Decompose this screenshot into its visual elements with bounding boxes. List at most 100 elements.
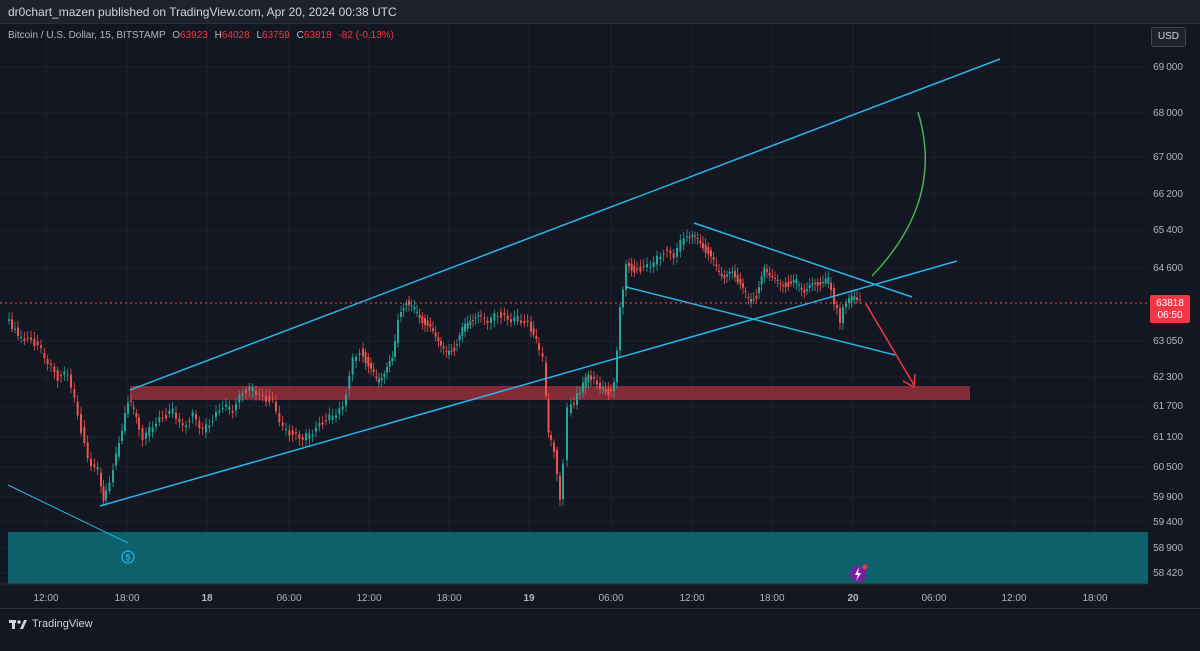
candle-body — [225, 404, 227, 407]
candle-body — [228, 406, 231, 410]
candle-body — [367, 357, 370, 367]
candle-body — [806, 289, 808, 292]
candle-body — [604, 388, 607, 392]
candle-body — [649, 266, 652, 268]
grid-lines — [0, 24, 1148, 584]
candle-body — [610, 389, 612, 391]
price-tick-label: 68 000 — [1153, 108, 1183, 119]
candle-body — [378, 378, 380, 383]
candle-body — [779, 283, 782, 285]
time-tick-label: 20 — [847, 593, 859, 604]
candle-body — [493, 313, 496, 321]
lightning-icon[interactable] — [850, 564, 868, 583]
candle-body — [231, 410, 234, 413]
candle-body — [351, 357, 354, 375]
candle-body — [800, 287, 803, 290]
prior-trend-line[interactable] — [7, 484, 129, 544]
candle-body — [547, 399, 550, 433]
dollar-circle-icon[interactable]: $ — [121, 550, 135, 564]
candle-body — [450, 350, 453, 352]
candle-body — [576, 393, 578, 405]
time-tick-label: 12:00 — [1001, 593, 1026, 604]
candle-body — [798, 284, 800, 286]
candle-body — [138, 417, 140, 430]
current-price-tag — [1150, 295, 1190, 323]
projection-arrow-line[interactable] — [865, 303, 915, 386]
candle-body — [582, 382, 584, 393]
candle-body — [633, 265, 636, 273]
candle-body — [747, 296, 750, 298]
publisher-header: dr0chart_mazen published on TradingView.… — [0, 0, 1200, 24]
candle-body — [218, 410, 221, 413]
candle-body — [70, 374, 72, 388]
footer-brand: TradingView — [32, 618, 93, 630]
time-axis[interactable]: 12:00 18:00 18 06:00 12:00 18:00 19 06:00 12:00 1… — [33, 593, 1107, 604]
candle-body — [185, 425, 187, 427]
candle-body — [63, 371, 66, 375]
candle-body — [760, 275, 763, 285]
candle-body — [355, 356, 357, 361]
price-axis[interactable]: 69 000 68 000 67 000 66 200 65 400 64 600 63 0… — [1153, 62, 1183, 579]
price-tick-label: 67 000 — [1153, 152, 1183, 163]
wedge-lower-line[interactable] — [625, 286, 896, 356]
candle-body — [816, 282, 819, 286]
candle-body — [535, 335, 538, 340]
candle-body — [696, 238, 699, 240]
candle-body — [532, 328, 535, 335]
candle-body — [108, 482, 111, 492]
tradingview-logo-icon[interactable] — [8, 609, 28, 651]
channel-lower-line[interactable] — [99, 260, 958, 507]
symbol-name: Bitcoin / U.S. Dollar, 15, BITSTAMP — [8, 30, 166, 41]
price-tick-label: 62 300 — [1153, 372, 1183, 383]
candle-body — [566, 407, 568, 461]
candle-body — [424, 317, 426, 325]
candle-body — [437, 337, 440, 341]
support-zone-red[interactable] — [130, 386, 970, 400]
candle-body — [362, 348, 364, 357]
candle-body — [132, 407, 135, 409]
candle-body — [364, 352, 367, 363]
candle-body — [211, 421, 214, 423]
candle-body — [662, 253, 665, 255]
currency-button[interactable]: USD — [1150, 27, 1186, 47]
symbol-legend[interactable]: Bitcoin / U.S. Dollar, 15, BITSTAMP O639… — [8, 30, 395, 41]
candle-body — [590, 375, 592, 380]
time-tick-label: 06:00 — [921, 593, 946, 604]
candle-body — [496, 315, 499, 317]
candle-body — [168, 410, 171, 414]
candle-body — [20, 336, 22, 338]
candle-body — [155, 423, 157, 427]
candle-body — [702, 243, 704, 249]
candle-body — [388, 361, 391, 367]
candle-body — [410, 305, 413, 307]
candle-body — [440, 340, 442, 346]
candle-body — [432, 328, 434, 331]
candle-body — [736, 274, 739, 283]
candle-body — [413, 307, 416, 310]
candle-body — [285, 428, 287, 431]
green-curve[interactable] — [871, 111, 927, 277]
candle-body — [599, 382, 601, 389]
candle-body — [619, 307, 621, 351]
wedge-upper-line[interactable] — [693, 222, 913, 298]
candle-body — [699, 240, 702, 244]
candle-body — [418, 314, 421, 319]
candle-body — [8, 319, 10, 321]
time-tick-label: 18:00 — [114, 593, 139, 604]
open-value: 63923 — [180, 30, 208, 41]
candle-body — [386, 366, 388, 373]
support-zone-teal[interactable] — [8, 532, 1148, 584]
price-chart[interactable]: 69 000 68 000 67 000 66 200 65 400 64 600 63 0… — [0, 24, 1200, 608]
candle-body — [715, 264, 718, 266]
candle-body — [295, 432, 297, 434]
candle-body — [11, 319, 13, 330]
candle-body — [370, 362, 372, 369]
candle-body — [325, 420, 327, 422]
channel-upper-line[interactable] — [129, 58, 1001, 391]
candle-body — [466, 322, 469, 329]
candle-body — [853, 296, 856, 300]
candle-body — [676, 247, 678, 257]
candle-body — [776, 279, 779, 282]
candle-body — [265, 396, 267, 402]
candle-body — [375, 376, 378, 379]
